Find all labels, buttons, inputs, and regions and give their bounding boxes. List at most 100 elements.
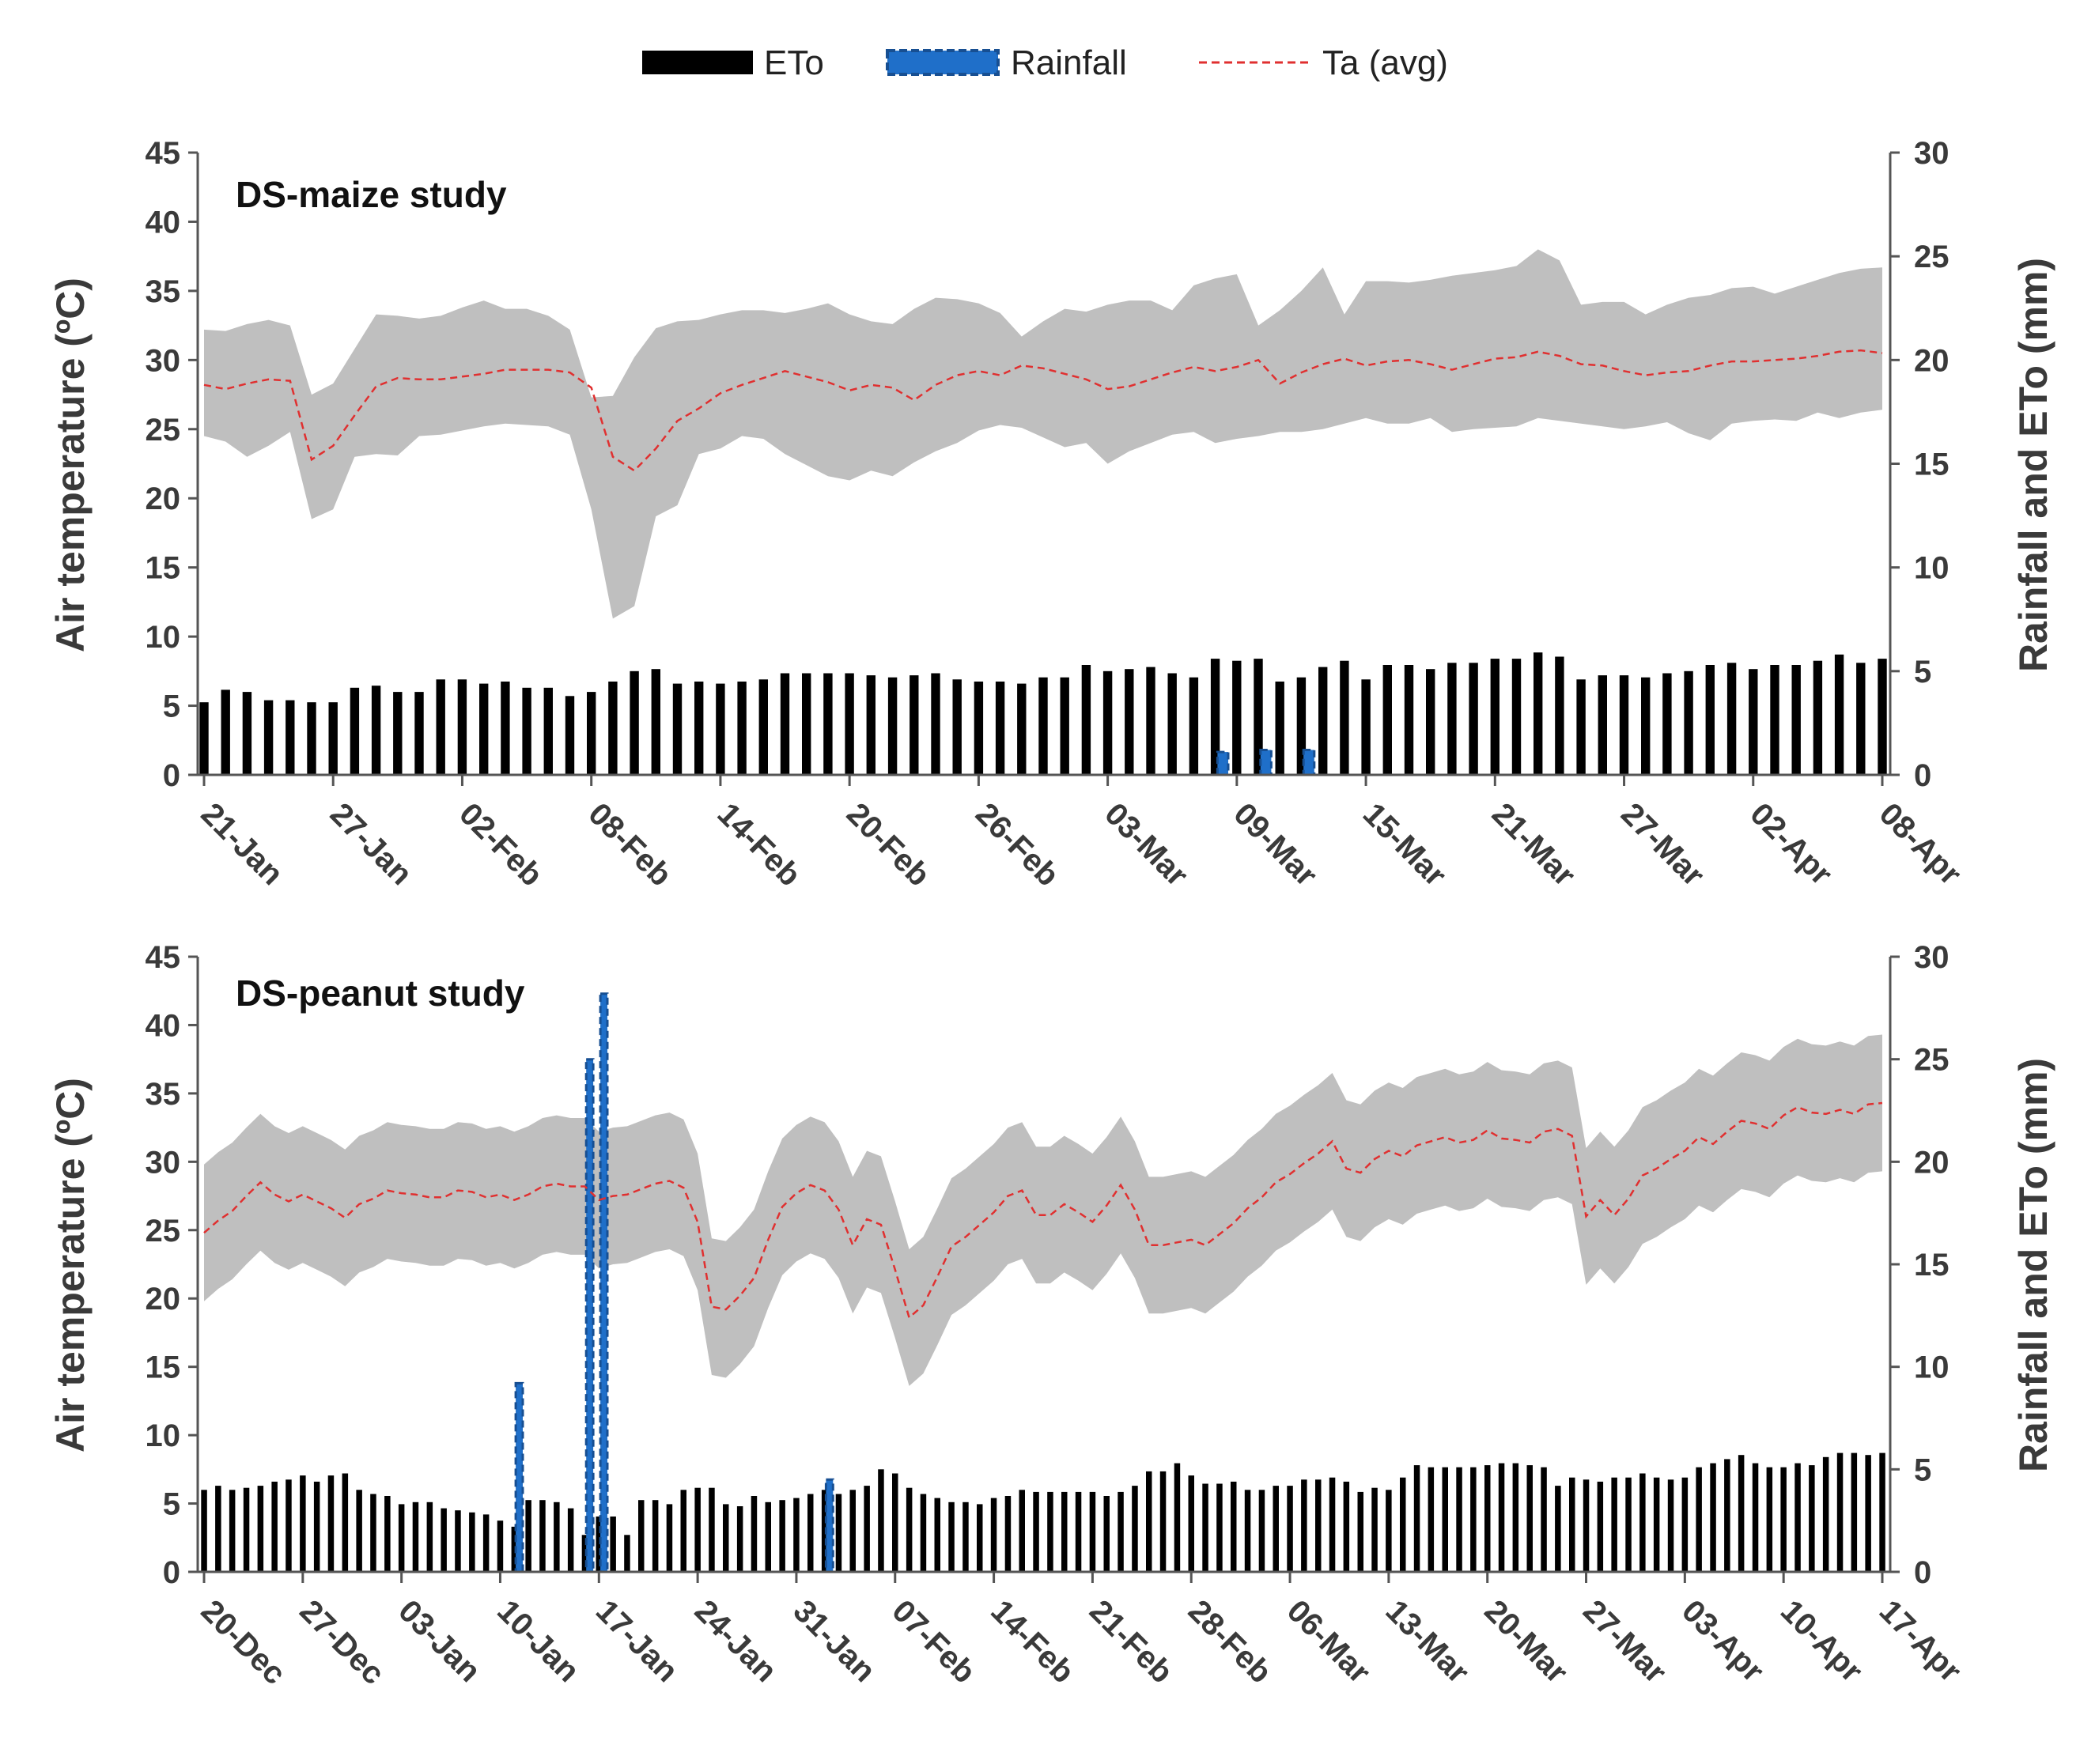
eto-bar [596,1517,602,1572]
eto-bar [300,1475,306,1572]
eto-bar [1541,1467,1547,1572]
eto-bar [398,1504,405,1572]
x-tick-label: 10-Apr [1774,1593,1870,1689]
eto-bar [263,700,274,775]
eto-bar [229,1490,236,1572]
eto-bar [1639,1473,1646,1572]
rainfall-bar [824,1478,834,1573]
eto-bar [920,1494,927,1572]
eto-bar [1791,665,1801,775]
eto-bar [1301,1479,1307,1572]
eto-bar [1118,1491,1124,1572]
eto-bar [1534,652,1543,775]
eto-bar [878,1469,884,1572]
eto-bar [651,669,660,775]
y-right-tick-label: 25 [1914,1043,1950,1078]
panel-peanut: 0 5 10 15 20 25 30 35 40 45 0 5 10 15 20 25 30 20-Dec 27-D… [48,940,2055,1691]
eto-bar [1512,1463,1519,1572]
legend-eto-label: ETo [764,43,824,82]
eto-bar [765,1501,771,1572]
eto-bar [479,683,489,775]
eto-bar [414,692,424,775]
eto-bar [1856,663,1866,775]
panel-maize-ylabel-left: Air temperature (ºC) [48,278,93,652]
y-right-tick-label: 20 [1914,343,1950,378]
y-right-tick-label: 0 [1914,758,1931,793]
eto-bar [1231,1481,1237,1572]
eto-bar [539,1500,546,1572]
eto-bar [1357,1491,1363,1572]
eto-bar [1598,675,1607,775]
eto-bar [1878,659,1887,775]
eto-bar [1511,659,1522,775]
eto-bar [892,1473,898,1572]
x-tick-label: 09-Mar [1227,796,1323,893]
x-tick-label: 27-Mar [1614,796,1711,893]
eto-bar [1426,669,1435,775]
eto-bar [910,675,919,775]
eto-bar [1865,1455,1871,1572]
eto-bar [1275,682,1284,775]
eto-bar [1653,1477,1660,1572]
x-tick-label: 26-Feb [969,796,1065,893]
eto-bar [1232,660,1242,775]
x-tick-label: 31-Jan [787,1593,883,1689]
legend-eto-swatch [642,51,753,74]
y-left-tick-label: 35 [146,274,181,309]
eto-bar [1386,1490,1392,1572]
eto-bar [1662,673,1672,775]
eto-bar [286,700,295,775]
eto-bar [543,687,553,775]
x-tick-label: 20-Mar [1477,1593,1574,1690]
eto-bar [525,1500,531,1572]
eto-bar [793,1498,800,1572]
x-tick-label: 21-Feb [1083,1593,1179,1690]
eto-bar [835,1494,842,1572]
eto-bar [1813,660,1823,775]
eto-bar [1879,1452,1885,1572]
eto-bar [441,1508,447,1572]
y-left-tick-label: 20 [146,482,181,516]
eto-bar [455,1510,461,1572]
y-left-tick-label: 30 [146,1145,181,1180]
y-right-tick-label: 10 [1914,551,1950,586]
eto-bar [371,686,381,775]
y-left-tick-label: 10 [146,1418,181,1453]
eto-bar [1625,1477,1632,1572]
y-right-tick-label: 0 [1914,1555,1931,1590]
x-tick-label: 15-Mar [1356,796,1453,893]
eto-bar [1102,670,1113,775]
eto-bar [680,1490,686,1572]
eto-bar [1667,1479,1674,1572]
eto-bar [652,1500,659,1572]
eto-bar [887,677,898,775]
eto-bar [962,1501,969,1572]
ta-avg-line [203,1101,1883,1320]
eto-bar [384,1496,391,1572]
eto-bar [1061,1491,1068,1572]
eto-bar [1555,656,1564,775]
eto-bar [1089,1491,1096,1572]
eto-bar [694,682,704,775]
eto-bar [1569,1477,1575,1572]
eto-bar [1189,677,1199,775]
x-tick-label: 03-Apr [1675,1593,1771,1689]
eto-bar [638,1500,645,1572]
eto-bar [610,1517,616,1572]
eto-bar [1583,1479,1590,1572]
eto-bar [1726,663,1737,775]
eto-bar [1794,1463,1801,1572]
eto-bar [215,1486,221,1572]
eto-bar [350,687,360,775]
eto-bar [1619,675,1629,775]
ta-range-band [204,249,1882,619]
panel-peanut-ylabel-right: Rainfall and ETo (mm) [2011,1058,2055,1472]
eto-bar [1681,1477,1689,1572]
eto-bar [906,1487,913,1572]
y-right-tick-label: 15 [1914,448,1950,482]
eto-bar [1442,1467,1448,1572]
eto-bar [356,1490,362,1572]
x-tick-label: 27-Mar [1576,1593,1673,1690]
eto-bar [1244,1490,1251,1572]
eto-bar [1752,1463,1759,1572]
